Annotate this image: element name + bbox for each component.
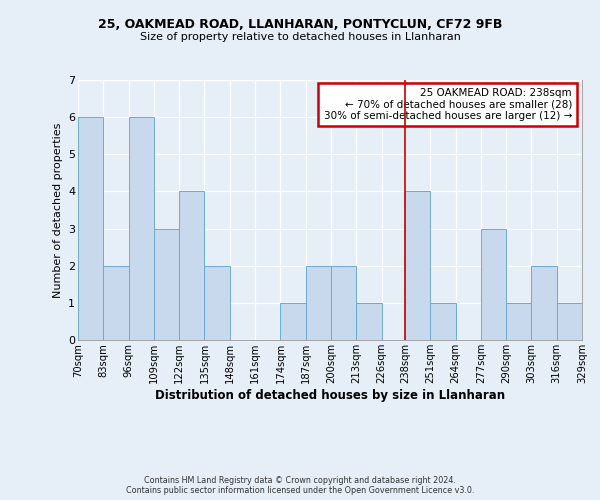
Bar <box>154 228 179 340</box>
Bar <box>179 192 205 340</box>
Bar <box>78 117 103 340</box>
Bar <box>331 266 356 340</box>
Bar <box>430 303 455 340</box>
Text: 25 OAKMEAD ROAD: 238sqm
← 70% of detached houses are smaller (28)
30% of semi-de: 25 OAKMEAD ROAD: 238sqm ← 70% of detache… <box>323 88 572 121</box>
Bar <box>481 228 506 340</box>
Text: Contains HM Land Registry data © Crown copyright and database right 2024.
Contai: Contains HM Land Registry data © Crown c… <box>126 476 474 495</box>
X-axis label: Distribution of detached houses by size in Llanharan: Distribution of detached houses by size … <box>155 388 505 402</box>
Bar <box>280 303 305 340</box>
Text: 25, OAKMEAD ROAD, LLANHARAN, PONTYCLUN, CF72 9FB: 25, OAKMEAD ROAD, LLANHARAN, PONTYCLUN, … <box>98 18 502 30</box>
Bar <box>103 266 128 340</box>
Bar <box>356 303 382 340</box>
Bar <box>128 117 154 340</box>
Bar <box>506 303 532 340</box>
Y-axis label: Number of detached properties: Number of detached properties <box>53 122 62 298</box>
Bar <box>205 266 230 340</box>
Bar <box>405 192 430 340</box>
Bar <box>532 266 557 340</box>
Bar <box>557 303 582 340</box>
Text: Size of property relative to detached houses in Llanharan: Size of property relative to detached ho… <box>140 32 460 42</box>
Bar <box>305 266 331 340</box>
